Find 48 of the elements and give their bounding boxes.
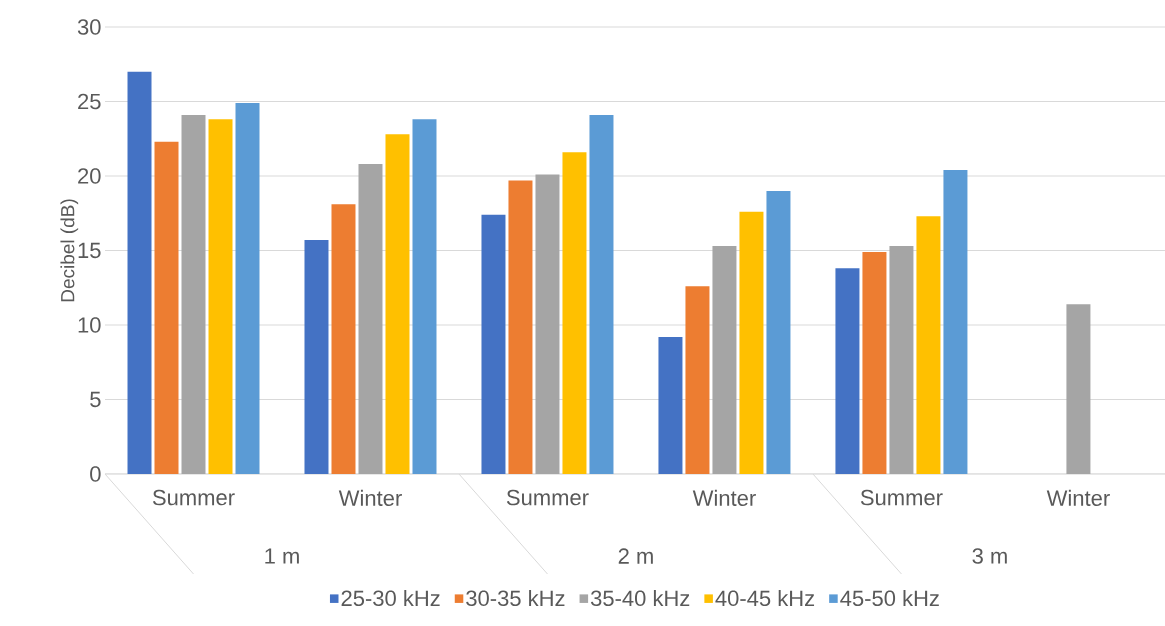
bar [562, 152, 587, 474]
text: 2 m [618, 548, 653, 564]
x-tick-label: Winter [338, 489, 402, 506]
bar [712, 246, 737, 474]
bar [235, 102, 260, 474]
bar [835, 268, 860, 474]
bar [304, 240, 329, 474]
legend-label: 35-40 kHz [590, 589, 690, 607]
bar [766, 190, 791, 474]
bar [535, 174, 560, 474]
y-tick-label: 25 [78, 93, 101, 110]
x-tick-label: Summer [506, 489, 589, 506]
text: 3 m [972, 548, 1007, 564]
bar [385, 134, 410, 474]
x-tick-label: Summer [152, 489, 235, 506]
legend-label: 25-30 kHz [341, 589, 440, 607]
bar [916, 216, 941, 474]
y-tick-label: 5 [90, 391, 101, 408]
bar [508, 180, 533, 474]
legend-label: 45-50 kHz [840, 589, 939, 607]
legend-label: 40-45 kHz [715, 589, 815, 607]
bar [739, 211, 764, 474]
bar [154, 141, 179, 474]
bar [589, 114, 614, 474]
y-tick-label: 10 [78, 317, 101, 333]
bar [943, 170, 968, 474]
legend-label: 30-35 kHz [466, 589, 565, 607]
bar [685, 286, 710, 474]
bar [658, 336, 683, 474]
y-tick-label: 20 [78, 168, 101, 184]
bar [127, 71, 152, 474]
bar [481, 214, 506, 474]
x-tick-label: Winter [1046, 489, 1110, 506]
bar [889, 246, 914, 474]
x-tick-label: Winter [692, 489, 756, 506]
bar [181, 114, 206, 474]
bar [208, 119, 233, 474]
bar [331, 204, 356, 474]
y-tick-label: 0 [90, 466, 101, 482]
bar [1066, 304, 1091, 474]
text: 1 m [265, 548, 299, 564]
bar [358, 164, 383, 474]
x-tick-label: Summer [860, 489, 943, 506]
y-tick-label: 30 [77, 19, 101, 35]
y-axis-title: Decibel (dB) [60, 199, 79, 302]
y-tick-label: 15 [78, 242, 101, 259]
bar [862, 251, 887, 474]
bar [412, 119, 437, 474]
